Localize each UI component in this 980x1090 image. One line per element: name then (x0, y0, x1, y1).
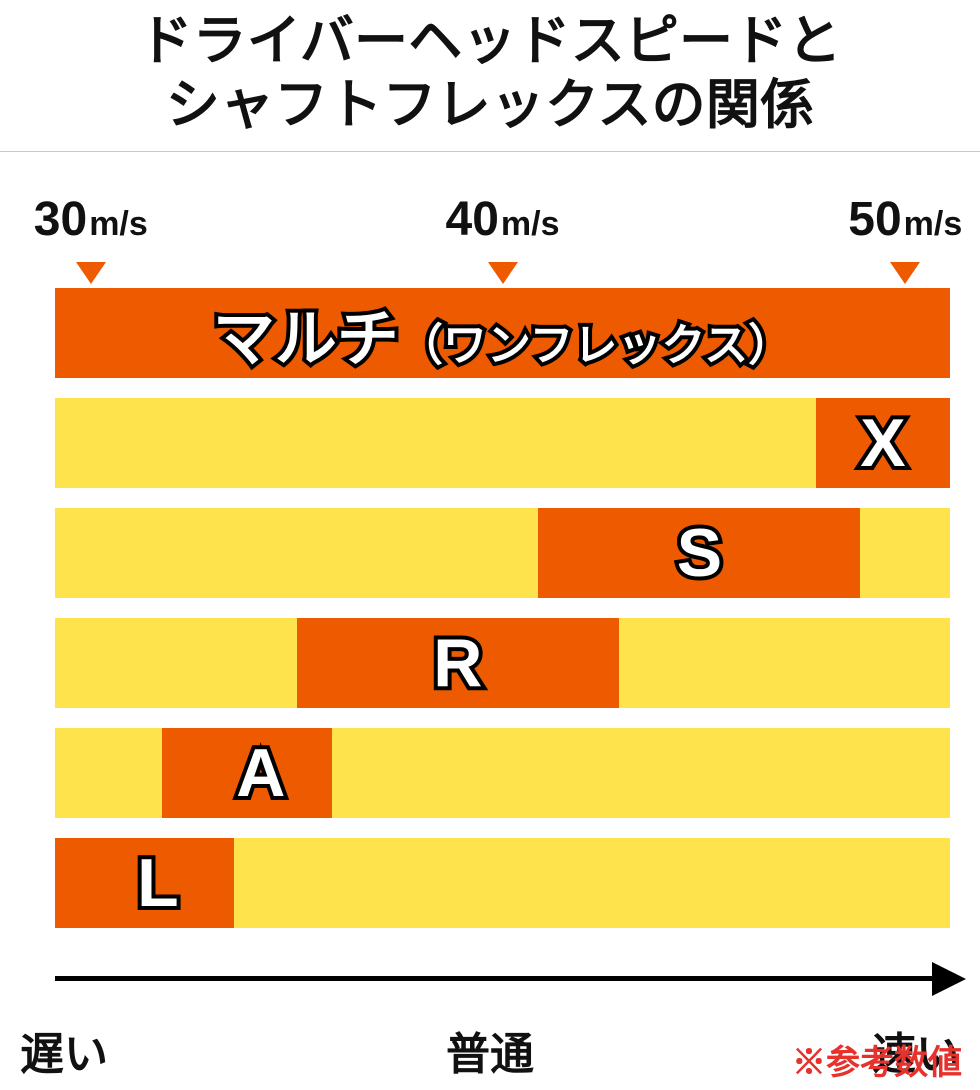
axis-label-left: 遅い (20, 1018, 108, 1082)
speed-value: 30 (34, 193, 87, 246)
speed-label-30: 30m/s (34, 192, 148, 247)
speed-label-50: 50m/s (848, 192, 962, 247)
speed-labels: 30m/s40m/s50m/s (20, 192, 960, 262)
row-a: A (20, 728, 960, 818)
flex-label: A (236, 734, 285, 812)
page: ドライバーヘッドスピードと シャフトフレックスの関係 30m/s40m/s50m… (0, 0, 980, 1074)
speed-unit: m/s (904, 205, 963, 243)
title-line-1: ドライバーヘッドスピードと (0, 10, 980, 74)
row-multi: マルチ（ワンフレックス） (20, 288, 960, 378)
speed-marker-icon (76, 262, 106, 284)
flex-label: L (137, 844, 179, 922)
flex-bars: マルチ（ワンフレックス） X S R AL (20, 288, 960, 928)
title-divider (0, 151, 980, 152)
flex-label: X (860, 404, 905, 482)
speed-marker-icon (890, 262, 920, 284)
axis-line (55, 976, 950, 981)
row-s: S (20, 508, 960, 598)
speed-unit: m/s (501, 205, 560, 243)
speed-unit: m/s (89, 205, 148, 243)
axis-arrowhead-icon (932, 962, 966, 996)
row-l: L (20, 838, 960, 928)
chart-area: 30m/s40m/s50m/s マルチ（ワンフレックス）XSRAL (20, 192, 960, 928)
speed-marker-icon (488, 262, 518, 284)
flex-label: S (677, 514, 722, 592)
speed-value: 50 (848, 193, 901, 246)
axis-label-center: 普通 (446, 1018, 534, 1082)
flex-label: マルチ（ワンフレックス） (213, 288, 792, 378)
footnote: ※参考数値 (792, 1035, 962, 1084)
row-r: R (20, 618, 960, 708)
speed-axis (20, 948, 960, 1018)
title-line-2: シャフトフレックスの関係 (0, 74, 980, 138)
row-x: X (20, 398, 960, 488)
speed-value: 40 (446, 193, 499, 246)
chart-title: ドライバーヘッドスピードと シャフトフレックスの関係 (0, 0, 980, 137)
speed-markers (20, 262, 960, 288)
speed-label-40: 40m/s (446, 192, 560, 247)
flex-label: R (433, 624, 482, 702)
